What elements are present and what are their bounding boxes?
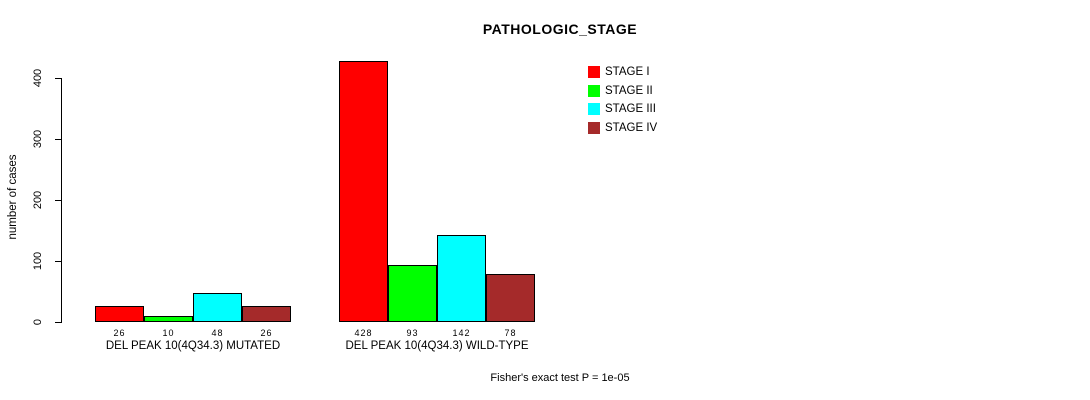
legend-label: STAGE I <box>605 65 650 78</box>
y-tick-label: 400 <box>32 68 44 88</box>
y-tick-mark <box>55 139 61 140</box>
legend-item: STAGE III <box>588 102 656 115</box>
legend-swatch <box>588 84 600 97</box>
bar-value-label: 428 <box>354 328 373 338</box>
legend-label: STAGE III <box>605 102 656 115</box>
footnote: Fisher's exact test P = 1e-05 <box>490 372 630 384</box>
bar-value-label: 93 <box>406 328 419 338</box>
bar-stage-iv <box>242 306 291 322</box>
bar-stage-ii <box>144 316 193 322</box>
legend-item: STAGE IV <box>588 121 657 134</box>
y-tick-label: 200 <box>32 190 44 210</box>
bar-stage-i <box>339 61 388 322</box>
y-axis-label: number of cases <box>7 154 19 240</box>
legend-item: STAGE II <box>588 84 653 97</box>
legend-swatch <box>588 65 600 78</box>
bar-stage-ii <box>388 265 437 322</box>
bar-stage-iv <box>486 274 535 322</box>
group-label: DEL PEAK 10(4Q34.3) MUTATED <box>105 340 281 352</box>
bar-value-label: 10 <box>162 328 175 338</box>
bar-stage-iii <box>193 293 242 322</box>
bar-value-label: 48 <box>211 328 224 338</box>
legend-label: STAGE II <box>605 84 653 97</box>
y-tick-mark <box>55 261 61 262</box>
legend-item: STAGE I <box>588 65 650 78</box>
y-tick-label: 0 <box>32 318 44 326</box>
legend-label: STAGE IV <box>605 121 658 134</box>
y-axis-line <box>61 78 62 323</box>
legend-swatch <box>588 102 600 115</box>
chart-title: PATHOLOGIC_STAGE <box>482 21 638 37</box>
bar-value-label: 78 <box>504 328 517 338</box>
bar-stage-i <box>95 306 144 322</box>
bar-value-label: 142 <box>452 328 471 338</box>
legend-swatch <box>588 121 600 134</box>
y-tick-label: 300 <box>32 129 44 149</box>
y-tick-mark <box>55 322 61 323</box>
y-tick-mark <box>55 78 61 79</box>
y-tick-label: 100 <box>32 251 44 271</box>
bar-value-label: 26 <box>113 328 126 338</box>
bar-stage-iii <box>437 235 486 322</box>
group-label: DEL PEAK 10(4Q34.3) WILD-TYPE <box>345 340 529 352</box>
bar-value-label: 26 <box>260 328 273 338</box>
y-tick-mark <box>55 200 61 201</box>
